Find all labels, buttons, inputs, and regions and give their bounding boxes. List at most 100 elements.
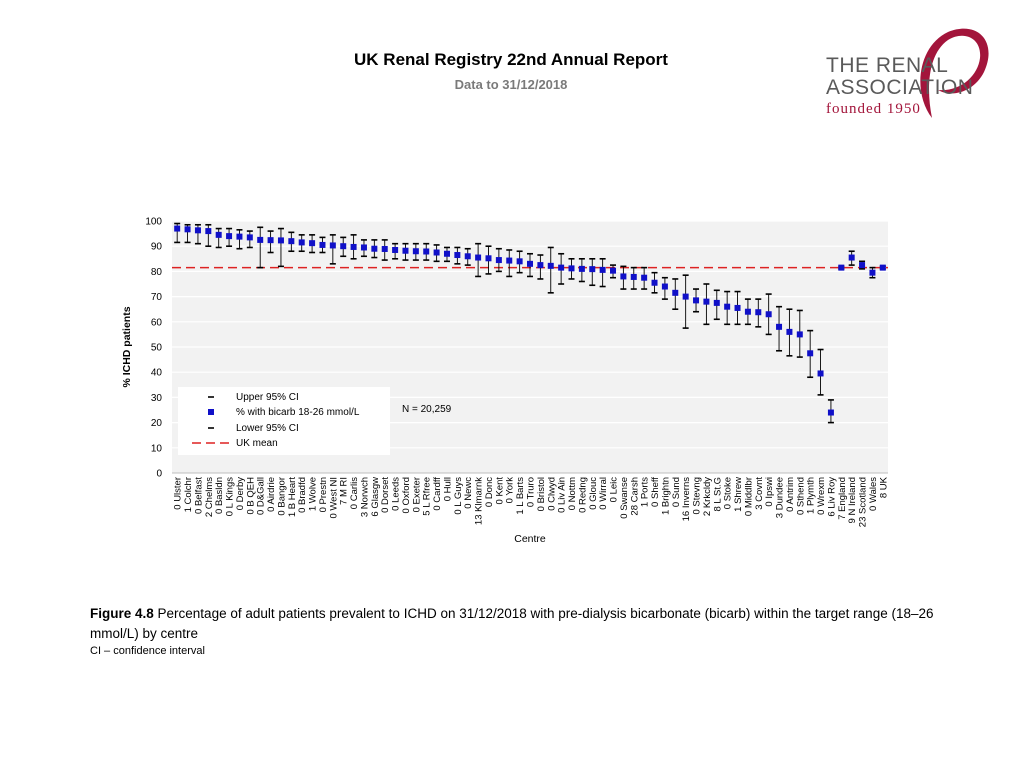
x-tick-label: 0 L Guys: [453, 477, 464, 515]
x-tick-label: 1 Colchr: [183, 477, 194, 512]
data-point: [744, 308, 751, 315]
x-tick-label: 0 Antrim: [785, 477, 796, 512]
x-tick-label: 0 Ulster: [173, 477, 184, 510]
x-tick-labels: 0 Ulster 1 Colchr 0 Belfast 2 Chelms 0 Basld…: [173, 476, 890, 527]
x-tick-label: 0 Swanse: [619, 477, 630, 519]
y-tick-label: 50: [151, 343, 163, 354]
x-tick-label: 0 Middlbr: [743, 477, 754, 516]
data-point: [329, 242, 336, 249]
x-tick-label: 1 Plymth: [806, 477, 817, 514]
data-point: [827, 409, 834, 416]
data-point: [682, 293, 689, 300]
x-tick-label: 0 Glouc: [588, 477, 599, 510]
data-point: [869, 269, 876, 276]
x-tick-label: 0 D&Gall: [256, 477, 267, 515]
data-point: [319, 241, 326, 248]
data-point: [755, 309, 762, 316]
x-tick-label: 0 Donc: [484, 477, 495, 507]
data-point: [423, 248, 430, 255]
x-tick-label: 0 Wirral: [598, 477, 609, 510]
x-tick-label: 0 Sheff: [650, 477, 661, 507]
x-tick-label: 0 Liv Ain: [557, 477, 568, 513]
x-tick-label: 0 Wrexm: [816, 477, 827, 515]
x-tick-label: 6 Glasgw: [370, 477, 381, 517]
y-tick-label: 30: [151, 393, 163, 404]
data-point: [859, 262, 866, 269]
data-point: [246, 234, 253, 241]
data-point: [765, 311, 772, 318]
data-point: [485, 255, 492, 262]
x-tick-label: 1 L Barts: [515, 477, 526, 515]
x-tick-label: 2 Chelms: [204, 477, 215, 517]
x-tick-label: 2 Krkcldy: [702, 477, 713, 516]
data-point: [651, 279, 658, 286]
data-point: [267, 237, 274, 244]
x-tick-label: 0 Bangor: [276, 477, 287, 516]
y-tick-labels: 0 10 20 30 40 50 60 70 80 90 100: [145, 217, 162, 480]
data-point: [226, 233, 233, 240]
x-tick-label: 8 UK: [878, 476, 889, 498]
y-tick-label: 60: [151, 317, 163, 328]
data-point: [454, 252, 461, 259]
logo-line-3: founded 1950: [826, 101, 921, 117]
x-tick-label: 0 Newc: [463, 477, 474, 509]
x-tick-label: 5 L Rfree: [422, 477, 433, 516]
x-tick-label: 0 Hull: [442, 477, 453, 501]
data-point: [236, 233, 243, 240]
x-tick-label: 9 N Ireland: [847, 477, 858, 523]
data-point: [392, 246, 399, 253]
data-point: [734, 304, 741, 311]
x-tick-label: 0 Dorset: [380, 477, 391, 513]
logo-line-1: THE RENAL: [826, 54, 948, 77]
data-point: [589, 266, 596, 273]
legend-point-marker: [208, 409, 214, 415]
report-title: UK Renal Registry 22nd Annual Report: [354, 50, 668, 69]
data-points: [174, 225, 886, 416]
data-point: [298, 239, 305, 246]
data-point: [495, 257, 502, 264]
x-tick-label: 0 Basldn: [214, 477, 225, 514]
x-tick-label: 1 Ports: [640, 477, 651, 507]
y-tick-label: 10: [151, 443, 163, 454]
data-point: [547, 262, 554, 269]
x-tick-label: 0 Derby: [235, 477, 246, 511]
figure-text: Percentage of adult patients prevalent t…: [90, 606, 934, 641]
data-point: [599, 266, 606, 273]
data-point: [713, 299, 720, 306]
x-tick-label: 0 West NI: [328, 477, 339, 519]
x-tick-label: 0 Nottm: [567, 477, 578, 510]
data-point: [776, 323, 783, 330]
n-annotation: N = 20,259: [402, 404, 452, 415]
data-point: [174, 225, 181, 232]
y-tick-label: 70: [151, 292, 163, 303]
data-point: [703, 298, 710, 305]
report-subtitle: Data to 31/12/2018: [454, 77, 568, 92]
x-tick-label: 8 L St.G: [712, 477, 723, 512]
data-point: [443, 250, 450, 257]
y-tick-label: 90: [151, 242, 163, 253]
x-tick-label: 0 Kent: [494, 477, 505, 505]
legend-upper-label: Upper 95% CI: [236, 392, 299, 403]
x-tick-label: 0 Stoke: [723, 477, 734, 509]
data-point: [796, 331, 803, 338]
x-tick-label: 0 B QEH: [245, 477, 256, 515]
data-point: [464, 253, 471, 260]
x-tick-label: 0 Redng: [577, 477, 588, 513]
x-axis-title: Centre: [514, 533, 546, 545]
y-tick-label: 20: [151, 418, 163, 429]
logo-line-2: ASSOCIATION: [826, 76, 973, 99]
data-point: [610, 267, 617, 274]
data-point: [630, 273, 637, 280]
x-tick-label: 28 Carsh: [629, 477, 640, 516]
x-tick-label: 1 B Heart: [287, 477, 298, 517]
y-axis-title: % ICHD patients: [121, 306, 133, 387]
x-tick-label: 0 Wales: [868, 477, 879, 511]
x-tick-label: 23 Scotland: [858, 477, 869, 527]
x-tick-label: 0 Sund: [671, 477, 682, 507]
legend-mean-label: UK mean: [236, 438, 278, 449]
data-point: [215, 231, 222, 238]
x-tick-label: 1 Brightn: [660, 477, 671, 515]
data-point: [724, 303, 731, 310]
legend-point-label: % with bicarb 18-26 mmol/L: [236, 407, 360, 418]
